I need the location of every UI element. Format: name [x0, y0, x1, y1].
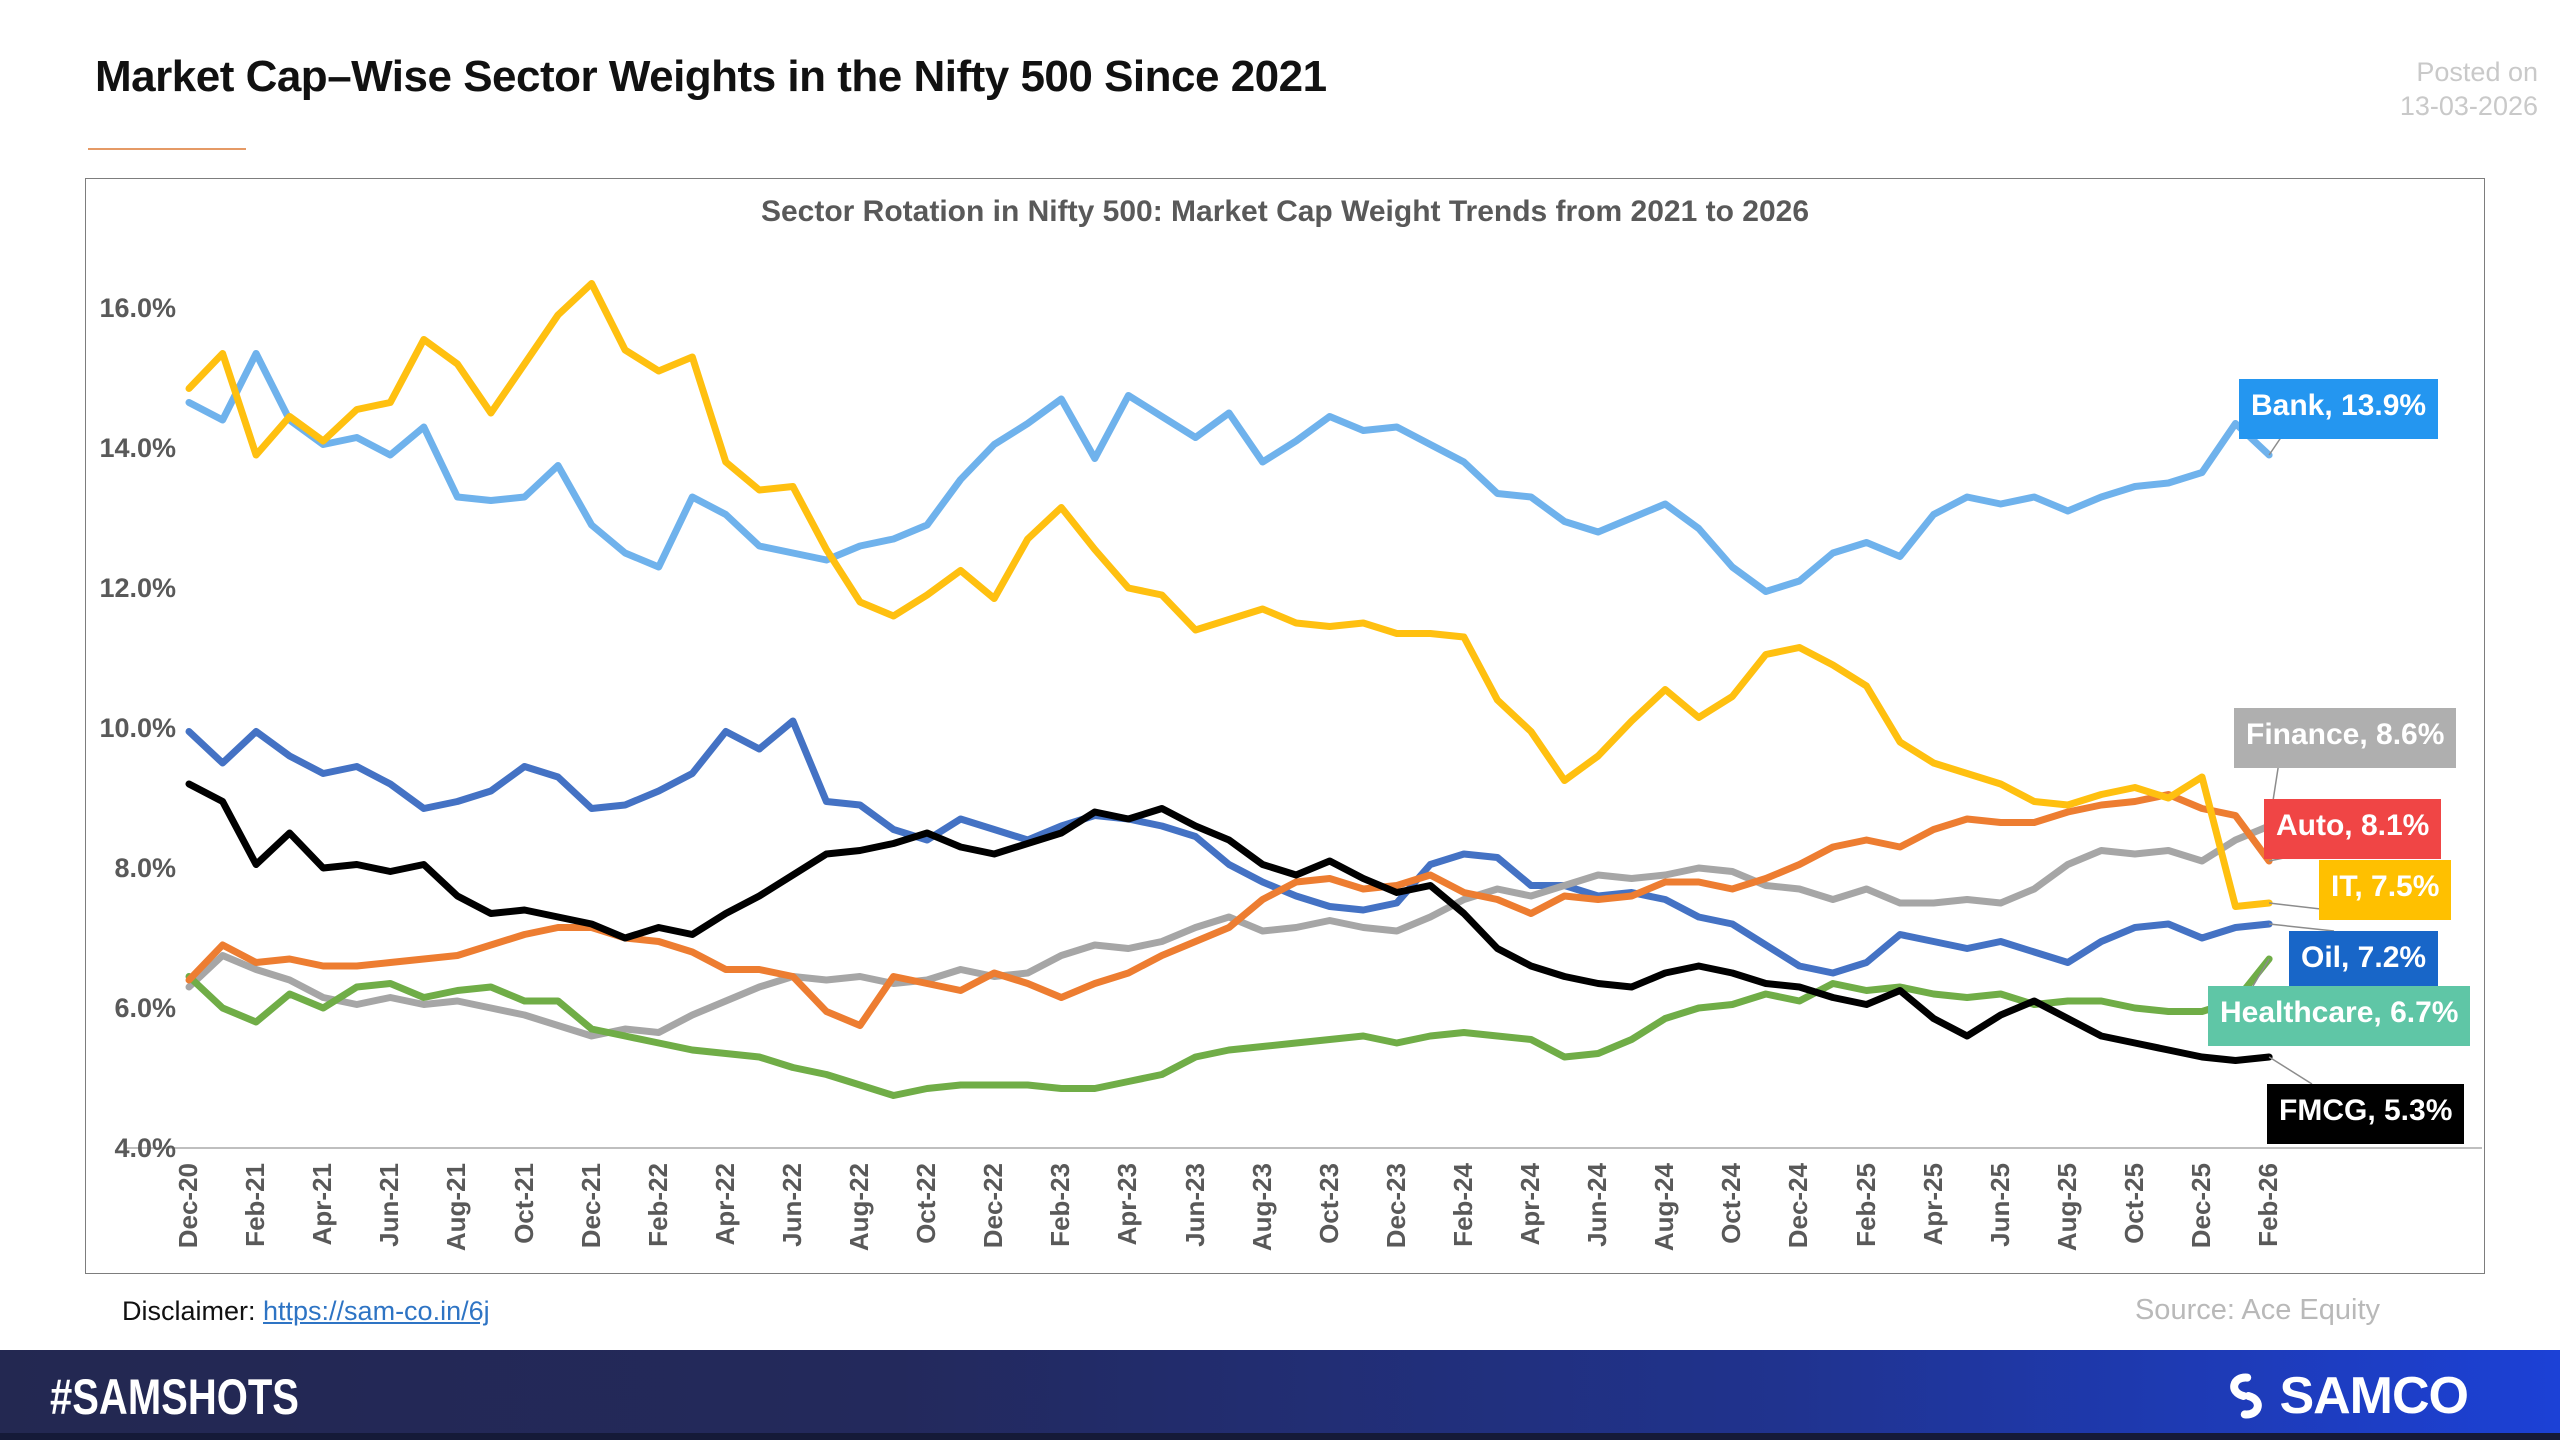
x-tick-label: Apr-21 — [307, 1163, 338, 1246]
x-tick-label: Feb-22 — [642, 1163, 673, 1247]
title-underline — [88, 148, 246, 150]
y-tick-label: 6.0% — [114, 993, 176, 1023]
line-chart — [126, 280, 2482, 1149]
series-line-it — [185, 280, 2273, 910]
x-tick-label: Dec-24 — [1783, 1163, 1814, 1249]
disclaimer: Disclaimer: https://sam-co.in/6j — [122, 1296, 490, 1327]
series-line-oil — [185, 717, 2273, 977]
leader-line-healthcare — [2252, 958, 2270, 987]
x-tick-label: Apr-24 — [1515, 1163, 1545, 1246]
x-tick-label: Dec-25 — [2186, 1163, 2216, 1249]
x-tick-label: Oct-24 — [1716, 1163, 1747, 1244]
x-tick-label: Oct-22 — [911, 1163, 942, 1244]
series-line-fmcg — [185, 780, 2273, 1064]
x-tick-label: Oct-23 — [1313, 1163, 1344, 1244]
series-line-healthcare — [185, 955, 2273, 1099]
data-label-fmcg: FMCG, 5.3% — [2267, 1084, 2465, 1144]
series-line-finance — [185, 822, 2273, 1040]
x-tick-label: Feb-21 — [240, 1163, 271, 1247]
footer-bottom-edge — [0, 1433, 2560, 1440]
x-tick-label: Aug-25 — [2051, 1163, 2082, 1252]
samshots-hashtag: #SAMSHOTS — [50, 1369, 299, 1425]
data-label-auto: Auto, 8.1% — [2264, 799, 2442, 859]
x-tick-label: Feb-25 — [1850, 1163, 1881, 1247]
y-tick-label: 12.0% — [99, 573, 176, 603]
x-tick-label: Apr-23 — [1112, 1163, 1143, 1246]
posted-on: Posted on 13-03-2026 — [2238, 55, 2538, 123]
x-tick-label: Aug-22 — [844, 1163, 874, 1252]
x-tick-label: Feb-24 — [1447, 1163, 1478, 1247]
footer-bar: #SAMSHOTS SAMCO — [0, 1350, 2560, 1440]
data-label-finance: Finance, 8.6% — [2234, 708, 2457, 768]
posted-on-label: Posted on — [2416, 57, 2538, 87]
disclaimer-label: Disclaimer: — [122, 1296, 264, 1326]
x-tick-label: Dec-20 — [173, 1163, 203, 1249]
data-label-oil: Oil, 7.2% — [2289, 931, 2439, 991]
x-tick-label: Jun-23 — [1179, 1163, 1210, 1247]
data-label-healthcare: Healthcare, 6.7% — [2208, 986, 2471, 1046]
disclaimer-link[interactable]: https://sam-co.in/6j — [263, 1296, 490, 1326]
series-line-auto — [185, 791, 2273, 1029]
samco-logo: SAMCO — [2219, 1366, 2469, 1426]
leader-line-fmcg — [2268, 1056, 2313, 1085]
data-label-it: IT, 7.5% — [2319, 860, 2452, 920]
x-tick-label: Aug-24 — [1649, 1163, 1680, 1252]
x-tick-label: Jun-21 — [374, 1163, 405, 1247]
y-tick-label: 14.0% — [99, 433, 176, 463]
leader-line-oil — [2269, 923, 2335, 932]
x-tick-label: Dec-21 — [575, 1163, 606, 1249]
x-tick-label: Jun-24 — [1582, 1163, 1613, 1247]
x-tick-label: Apr-22 — [709, 1163, 740, 1246]
source-credit: Source: Ace Equity — [2134, 1294, 2380, 1326]
x-tick-label: Jun-25 — [1984, 1163, 2015, 1247]
x-tick-label: Aug-21 — [441, 1163, 472, 1252]
chart-container: Sector Rotation in Nifty 500: Market Cap… — [85, 178, 2485, 1274]
y-tick-label: 16.0% — [99, 293, 176, 323]
x-tick-label: Dec-23 — [1380, 1163, 1411, 1249]
y-tick-label: 4.0% — [114, 1133, 176, 1163]
x-tick-label: Jun-22 — [776, 1163, 807, 1247]
x-tick-label: Apr-25 — [1917, 1163, 1948, 1246]
posted-on-date: 13-03-2026 — [2399, 91, 2538, 121]
samco-swirl-icon — [2230, 1373, 2263, 1419]
x-tick-label: Oct-21 — [508, 1163, 539, 1244]
data-label-bank: Bank, 13.9% — [2239, 379, 2439, 439]
x-tick-label: Oct-25 — [2118, 1163, 2149, 1244]
x-tick-label: Feb-26 — [2253, 1163, 2284, 1247]
x-tick-label: Dec-22 — [978, 1163, 1009, 1249]
series-line-bank — [185, 350, 2273, 595]
chart-title: Sector Rotation in Nifty 500: Market Cap… — [760, 195, 1810, 228]
x-tick-label: Feb-23 — [1045, 1163, 1076, 1247]
y-tick-label: 10.0% — [99, 713, 176, 743]
x-tick-label: Aug-23 — [1246, 1163, 1277, 1252]
samco-wordmark: SAMCO — [2279, 1367, 2469, 1425]
y-tick-label: 8.0% — [114, 853, 176, 883]
page-title: Market Cap–Wise Sector Weights in the Ni… — [95, 52, 1327, 101]
